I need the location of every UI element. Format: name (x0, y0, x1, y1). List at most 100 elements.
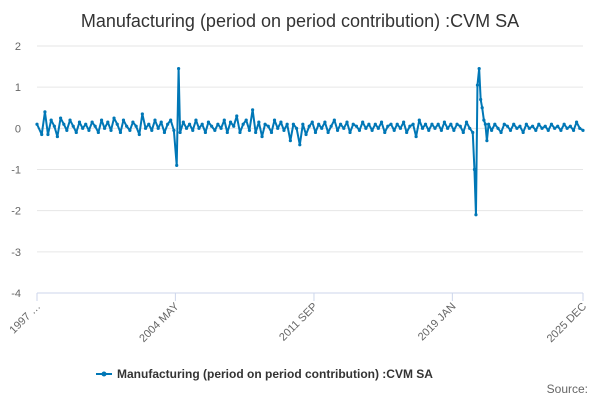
data-point[interactable] (446, 126, 450, 130)
data-point[interactable] (90, 120, 94, 124)
data-point[interactable] (74, 130, 78, 135)
data-point[interactable] (310, 120, 314, 124)
data-point[interactable] (285, 122, 289, 126)
data-point[interactable] (482, 118, 486, 122)
data-point[interactable] (84, 122, 88, 126)
data-point[interactable] (62, 122, 66, 126)
data-point[interactable] (383, 130, 387, 135)
data-point[interactable] (417, 118, 421, 122)
data-point[interactable] (159, 120, 163, 124)
data-point[interactable] (367, 122, 371, 126)
data-point[interactable] (320, 126, 324, 130)
data-point[interactable] (65, 128, 69, 132)
data-point[interactable] (581, 128, 585, 132)
data-point[interactable] (442, 120, 447, 124)
data-point[interactable] (93, 124, 97, 128)
data-point[interactable] (143, 126, 148, 130)
data-point[interactable] (475, 83, 480, 87)
data-point[interactable] (166, 122, 170, 126)
data-point[interactable] (578, 126, 582, 130)
data-point[interactable] (574, 120, 579, 124)
data-point[interactable] (370, 128, 374, 132)
data-point[interactable] (153, 118, 157, 122)
data-point[interactable] (317, 122, 321, 126)
data-point[interactable] (568, 124, 572, 128)
data-point[interactable] (269, 130, 274, 135)
data-point[interactable] (376, 126, 380, 130)
data-point[interactable] (68, 118, 72, 122)
data-point[interactable] (490, 128, 494, 132)
data-point[interactable] (398, 126, 403, 130)
data-point[interactable] (147, 122, 151, 126)
data-point[interactable] (408, 124, 412, 128)
data-point[interactable] (260, 134, 264, 139)
data-point[interactable] (499, 130, 503, 135)
data-point[interactable] (479, 97, 483, 102)
data-point[interactable] (125, 124, 129, 128)
data-point[interactable] (485, 139, 489, 143)
data-point[interactable] (537, 122, 541, 126)
data-point[interactable] (524, 122, 528, 126)
data-point[interactable] (232, 124, 236, 128)
data-point[interactable] (439, 128, 443, 132)
data-point[interactable] (411, 122, 415, 126)
data-point[interactable] (326, 130, 330, 135)
data-point[interactable] (46, 132, 50, 137)
data-point[interactable] (118, 130, 123, 135)
data-point[interactable] (455, 122, 459, 126)
data-point[interactable] (351, 122, 355, 126)
data-point[interactable] (515, 126, 519, 130)
data-point[interactable] (197, 126, 201, 130)
data-point[interactable] (238, 130, 242, 135)
data-point[interactable] (487, 122, 491, 126)
data-point[interactable] (313, 130, 318, 135)
data-point[interactable] (112, 116, 116, 120)
data-point[interactable] (150, 128, 154, 132)
data-point[interactable] (191, 128, 195, 132)
data-point[interactable] (436, 122, 440, 126)
data-point[interactable] (140, 112, 144, 116)
data-point[interactable] (228, 120, 233, 124)
data-point[interactable] (99, 118, 104, 122)
data-point[interactable] (395, 122, 399, 126)
data-point[interactable] (430, 122, 434, 126)
data-point[interactable] (210, 124, 214, 128)
data-point[interactable] (172, 128, 176, 132)
data-point[interactable] (518, 124, 522, 128)
data-point[interactable] (423, 122, 428, 126)
data-point[interactable] (222, 118, 226, 122)
data-point[interactable] (472, 167, 477, 172)
data-point[interactable] (187, 122, 192, 126)
data-point[interactable] (87, 128, 91, 132)
data-point[interactable] (420, 126, 425, 130)
data-point[interactable] (335, 128, 340, 132)
data-point[interactable] (276, 126, 280, 130)
data-point[interactable] (323, 120, 327, 124)
data-point[interactable] (279, 120, 283, 124)
data-point[interactable] (263, 122, 267, 126)
data-point[interactable] (181, 120, 185, 124)
data-point[interactable] (332, 118, 336, 122)
data-point[interactable] (128, 128, 132, 132)
data-point[interactable] (266, 124, 270, 128)
data-point[interactable] (177, 67, 181, 71)
data-point[interactable] (562, 122, 566, 126)
data-point[interactable] (458, 124, 462, 128)
data-point[interactable] (342, 126, 346, 130)
data-point[interactable] (433, 126, 437, 130)
data-point[interactable] (414, 134, 418, 139)
data-point[interactable] (200, 122, 204, 126)
data-point[interactable] (81, 126, 85, 130)
data-point[interactable] (254, 130, 258, 135)
legend[interactable]: Manufacturing (period on period contribu… (96, 367, 433, 381)
data-point[interactable] (540, 126, 544, 130)
data-point[interactable] (184, 126, 189, 130)
data-point[interactable] (194, 118, 198, 122)
data-point[interactable] (468, 126, 472, 130)
data-point[interactable] (461, 130, 465, 135)
data-point[interactable] (40, 132, 44, 137)
data-point[interactable] (304, 132, 308, 137)
data-point[interactable] (508, 128, 513, 132)
data-point[interactable] (241, 122, 245, 126)
data-point[interactable] (235, 114, 239, 118)
